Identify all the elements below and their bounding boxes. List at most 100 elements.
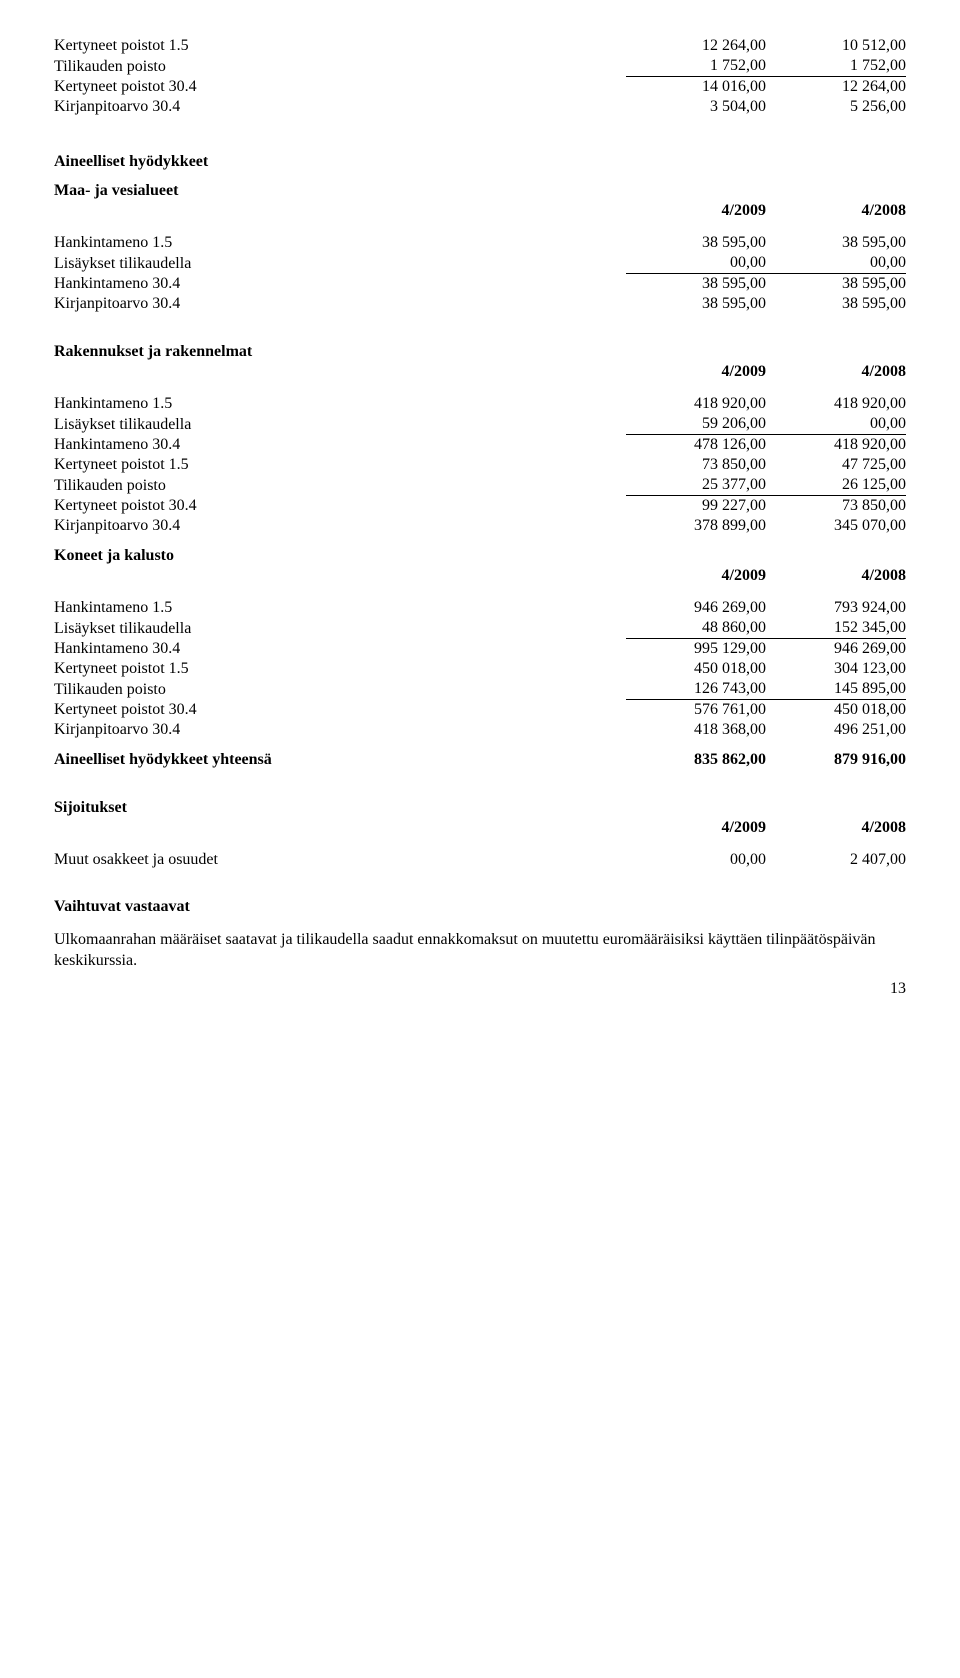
sec2-col2: 73 850,00	[766, 496, 906, 517]
top-col1: 12 264,00	[626, 36, 766, 56]
sec2-row: Hankintameno 1.5418 920,00418 920,00	[54, 394, 906, 414]
sec2-col1: 99 227,00	[626, 496, 766, 517]
sec2-label: Kertyneet poistot 1.5	[54, 455, 626, 475]
top-col2: 10 512,00	[766, 36, 906, 56]
top-label: Kertyneet poistot 30.4	[54, 77, 626, 98]
sec2-label: Tilikauden poisto	[54, 475, 626, 496]
sec1-col2: 38 595,00	[766, 294, 906, 314]
sec2-label: Kirjanpitoarvo 30.4	[54, 516, 626, 536]
sec3-col2: 496 251,00	[766, 720, 906, 740]
top-block-table: Kertyneet poistot 1.512 264,0010 512,00T…	[54, 36, 906, 117]
sec3-col2: 793 924,00	[766, 598, 906, 618]
sec2-col2: 418 920,00	[766, 435, 906, 456]
sec3-col1: 995 129,00	[626, 639, 766, 660]
sec2-label: Kertyneet poistot 30.4	[54, 496, 626, 517]
sec1-col2: 38 595,00	[766, 274, 906, 295]
top-col2: 12 264,00	[766, 77, 906, 98]
sec1-label: Hankintameno 1.5	[54, 233, 626, 253]
sec2-year1: 4/2009	[626, 362, 766, 382]
total-table: Aineelliset hyödykkeet yhteensä 835 862,…	[54, 750, 906, 770]
sec2-year2: 4/2008	[766, 362, 906, 382]
sec3-col1: 126 743,00	[626, 679, 766, 700]
sec3-col1: 450 018,00	[626, 659, 766, 679]
sec1-col1: 38 595,00	[626, 233, 766, 253]
sec3-year2: 4/2008	[766, 566, 906, 586]
sec2-row: Hankintameno 30.4478 126,00418 920,00	[54, 435, 906, 456]
body-text: Ulkomaanrahan määräiset saatavat ja tili…	[54, 930, 906, 972]
sec1-row: Hankintameno 1.538 595,0038 595,00	[54, 233, 906, 253]
sec2-col1: 73 850,00	[626, 455, 766, 475]
sec1-col1: 00,00	[626, 253, 766, 274]
top-row: Kertyneet poistot 1.512 264,0010 512,00	[54, 36, 906, 56]
sec4-label: Muut osakkeet ja osuudet	[54, 850, 626, 870]
sec2-label: Hankintameno 30.4	[54, 435, 626, 456]
sec3-col2: 145 895,00	[766, 679, 906, 700]
sec1-year2: 4/2008	[766, 201, 906, 221]
sec1-col2: 00,00	[766, 253, 906, 274]
sec2-label: Hankintameno 1.5	[54, 394, 626, 414]
heading-vaihtuvat: Vaihtuvat vastaavat	[54, 898, 906, 916]
sec3-col2: 450 018,00	[766, 700, 906, 721]
heading-sijoitukset: Sijoitukset	[54, 799, 127, 816]
sec2-row: Kertyneet poistot 1.573 850,0047 725,00	[54, 455, 906, 475]
sec3-year1: 4/2009	[626, 566, 766, 586]
sec2-label: Lisäykset tilikaudella	[54, 414, 626, 435]
page-number: 13	[54, 980, 906, 998]
sec1-label: Lisäykset tilikaudella	[54, 253, 626, 274]
top-row: Kertyneet poistot 30.414 016,0012 264,00	[54, 77, 906, 98]
sec3-label: Tilikauden poisto	[54, 679, 626, 700]
top-label: Kirjanpitoarvo 30.4	[54, 97, 626, 117]
sec2-col1: 418 920,00	[626, 394, 766, 414]
sec3-label: Kirjanpitoarvo 30.4	[54, 720, 626, 740]
sec2-col1: 59 206,00	[626, 414, 766, 435]
sec3-row: Kirjanpitoarvo 30.4418 368,00496 251,00	[54, 720, 906, 740]
sec3-col1: 946 269,00	[626, 598, 766, 618]
sec3-row: Hankintameno 30.4995 129,00946 269,00	[54, 639, 906, 660]
sec1-label: Kirjanpitoarvo 30.4	[54, 294, 626, 314]
sec3-row: Tilikauden poisto126 743,00145 895,00	[54, 679, 906, 700]
heading-koneet: Koneet ja kalusto	[54, 547, 174, 564]
heading-rakennukset: Rakennukset ja rakennelmat	[54, 343, 252, 360]
top-col2: 1 752,00	[766, 56, 906, 77]
sec3-col1: 418 368,00	[626, 720, 766, 740]
sec2-col1: 378 899,00	[626, 516, 766, 536]
sec1-year1: 4/2009	[626, 201, 766, 221]
sec2-col2: 26 125,00	[766, 475, 906, 496]
sec1-table: Maa- ja vesialueet 4/2009 4/2008 Hankint…	[54, 181, 906, 314]
sec1-row: Lisäykset tilikaudella00,0000,00	[54, 253, 906, 274]
total-c2: 879 916,00	[766, 750, 906, 770]
sec3-label: Hankintameno 1.5	[54, 598, 626, 618]
sec2-col2: 345 070,00	[766, 516, 906, 536]
sec4-year1: 4/2009	[626, 818, 766, 838]
sec2-table: Rakennukset ja rakennelmat 4/2009 4/2008…	[54, 342, 906, 536]
sec1-col2: 38 595,00	[766, 233, 906, 253]
sec2-row: Kertyneet poistot 30.499 227,0073 850,00	[54, 496, 906, 517]
sec3-row: Kertyneet poistot 30.4576 761,00450 018,…	[54, 700, 906, 721]
sec3-col2: 304 123,00	[766, 659, 906, 679]
sec3-label: Lisäykset tilikaudella	[54, 618, 626, 639]
sec3-table: Koneet ja kalusto 4/2009 4/2008 Hankinta…	[54, 546, 906, 740]
sec2-col1: 478 126,00	[626, 435, 766, 456]
sec3-row: Lisäykset tilikaudella48 860,00152 345,0…	[54, 618, 906, 639]
sec1-row: Kirjanpitoarvo 30.438 595,0038 595,00	[54, 294, 906, 314]
sec3-col1: 48 860,00	[626, 618, 766, 639]
heading-aineelliset: Aineelliset hyödykkeet	[54, 153, 906, 171]
sec3-label: Hankintameno 30.4	[54, 639, 626, 660]
top-col2: 5 256,00	[766, 97, 906, 117]
sec4-row: Muut osakkeet ja osuudet00,002 407,00	[54, 850, 906, 870]
top-col1: 3 504,00	[626, 97, 766, 117]
sec1-label: Hankintameno 30.4	[54, 274, 626, 295]
top-label: Tilikauden poisto	[54, 56, 626, 77]
total-label: Aineelliset hyödykkeet yhteensä	[54, 750, 626, 770]
top-label: Kertyneet poistot 1.5	[54, 36, 626, 56]
total-c1: 835 862,00	[626, 750, 766, 770]
sec3-label: Kertyneet poistot 1.5	[54, 659, 626, 679]
sec4-col2: 2 407,00	[766, 850, 906, 870]
sec2-col2: 418 920,00	[766, 394, 906, 414]
top-row: Kirjanpitoarvo 30.43 504,005 256,00	[54, 97, 906, 117]
sec1-col1: 38 595,00	[626, 294, 766, 314]
sec3-row: Kertyneet poistot 1.5450 018,00304 123,0…	[54, 659, 906, 679]
sec3-col2: 152 345,00	[766, 618, 906, 639]
top-col1: 14 016,00	[626, 77, 766, 98]
sec2-row: Tilikauden poisto25 377,0026 125,00	[54, 475, 906, 496]
